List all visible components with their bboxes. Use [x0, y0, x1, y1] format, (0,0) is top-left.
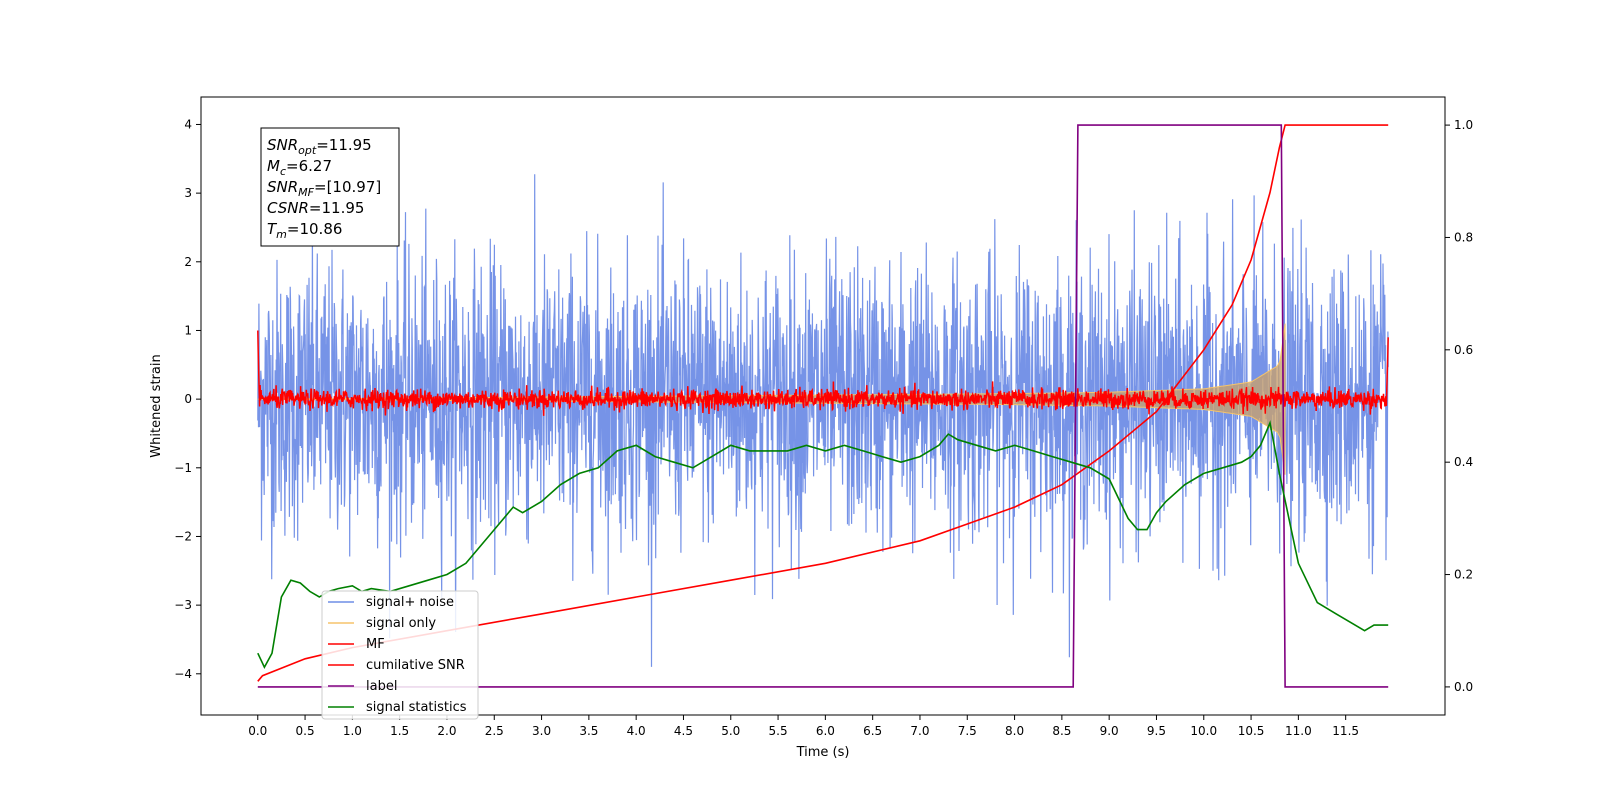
legend-label: signal+ noise	[366, 595, 454, 610]
x-tick-label: 1.5	[390, 724, 409, 738]
x-tick-label: 0.5	[296, 724, 315, 738]
y-tick-label: 1	[184, 323, 192, 337]
legend-label: signal only	[366, 616, 436, 631]
series-mf	[257, 330, 1389, 416]
annotation-line: SNRMF=[10.97]	[267, 178, 381, 199]
x-tick-label: 4.5	[674, 724, 693, 738]
x-tick-label: 7.5	[958, 724, 977, 738]
x-tick-label: 3.5	[579, 724, 598, 738]
y2-tick-label: 0.0	[1454, 680, 1473, 694]
y2-tick-label: 0.4	[1454, 455, 1473, 469]
x-axis-label: Time (s)	[796, 745, 850, 760]
legend: signal+ noise signal only MF cumilative SNR…	[321, 590, 479, 720]
y-tick-label: 0	[184, 392, 192, 406]
x-tick-label: 4.0	[627, 724, 646, 738]
y-tick-label: 3	[184, 186, 192, 200]
y-axis-label: Whitened strain	[149, 354, 164, 457]
y-tick-label: −2	[174, 529, 192, 543]
annotation-box: SNRopt=11.95Mc=6.27SNRMF=[10.97]CSNR=11.…	[260, 127, 400, 247]
x-tick-label: 8.5	[1052, 724, 1071, 738]
y-tick-label: 2	[184, 255, 192, 269]
annotation-value: =11.95	[309, 199, 365, 217]
annotation-symbol: T	[267, 220, 278, 238]
y-tick-label: −4	[174, 667, 192, 681]
y-axis-left: 4 3 2 1 0 −1 −2 −3 −4	[174, 117, 201, 681]
x-tick-label: 7.0	[910, 724, 929, 738]
legend-label: label	[366, 679, 397, 694]
x-tick-label: 6.5	[863, 724, 882, 738]
y2-tick-label: 0.2	[1454, 568, 1473, 582]
x-tick-label: 5.5	[769, 724, 788, 738]
legend-label: cumilative SNR	[366, 658, 465, 673]
y-tick-label: −3	[174, 598, 192, 612]
y-tick-label: −1	[174, 461, 192, 475]
y-tick-label: 4	[184, 117, 192, 131]
x-tick-label: 1.0	[343, 724, 362, 738]
annotation-frame	[260, 127, 400, 247]
series-layer	[257, 124, 1389, 688]
plot-frame	[200, 96, 1446, 716]
annotation-subscript: opt	[298, 144, 317, 157]
annotation-symbol: M	[267, 157, 280, 175]
annotation-line: Tm=10.86	[267, 220, 342, 241]
series-signal-statistics	[257, 420, 1389, 669]
x-tick-label: 5.0	[721, 724, 740, 738]
x-tick-label: 10.0	[1190, 724, 1217, 738]
x-tick-label: 3.0	[532, 724, 551, 738]
x-tick-label: 9.0	[1100, 724, 1119, 738]
annotation-value: =6.27	[286, 157, 332, 175]
annotation-value: =10.86	[287, 220, 343, 238]
x-tick-label: 11.0	[1285, 724, 1312, 738]
annotation-symbol: SNR	[267, 178, 298, 196]
annotation-line: Mc=6.27	[267, 157, 332, 178]
y2-tick-label: 1.0	[1454, 118, 1473, 132]
x-tick-label: 11.5	[1332, 724, 1359, 738]
annotation-symbol: SNR	[267, 136, 298, 154]
legend-label: MF	[366, 637, 385, 652]
x-tick-label: 8.0	[1005, 724, 1024, 738]
x-tick-label: 10.5	[1238, 724, 1265, 738]
x-tick-label: 0.0	[248, 724, 267, 738]
y2-tick-label: 0.6	[1454, 343, 1473, 357]
annotation-line: CSNR=11.95	[267, 199, 364, 217]
annotation-value: =[10.97]	[314, 178, 381, 196]
x-axis: 0.0 0.5 1.0 1.5 2.0 2.5 3.0 3.5 4.0 4.5 5.0 5.5 6.0 6…	[248, 715, 1359, 738]
annotation-value: =11.95	[316, 136, 372, 154]
x-tick-label: 2.5	[485, 724, 504, 738]
legend-label: signal statistics	[366, 700, 467, 715]
y-axis-right: 1.0 0.8 0.6 0.4 0.2 0.0	[1445, 118, 1473, 694]
annotation-line: SNRopt=11.95	[267, 136, 372, 157]
x-tick-label: 9.5	[1147, 724, 1166, 738]
legend-frame	[321, 590, 479, 720]
series-label	[257, 124, 1389, 688]
x-tick-label: 2.0	[437, 724, 456, 738]
annotation-symbol: CSNR	[267, 199, 309, 217]
annotation-subscript: c	[280, 165, 286, 178]
annotation-subscript: m	[276, 228, 287, 241]
y2-tick-label: 0.8	[1454, 230, 1473, 244]
x-tick-label: 6.0	[816, 724, 835, 738]
annotation-subscript: MF	[298, 186, 314, 199]
